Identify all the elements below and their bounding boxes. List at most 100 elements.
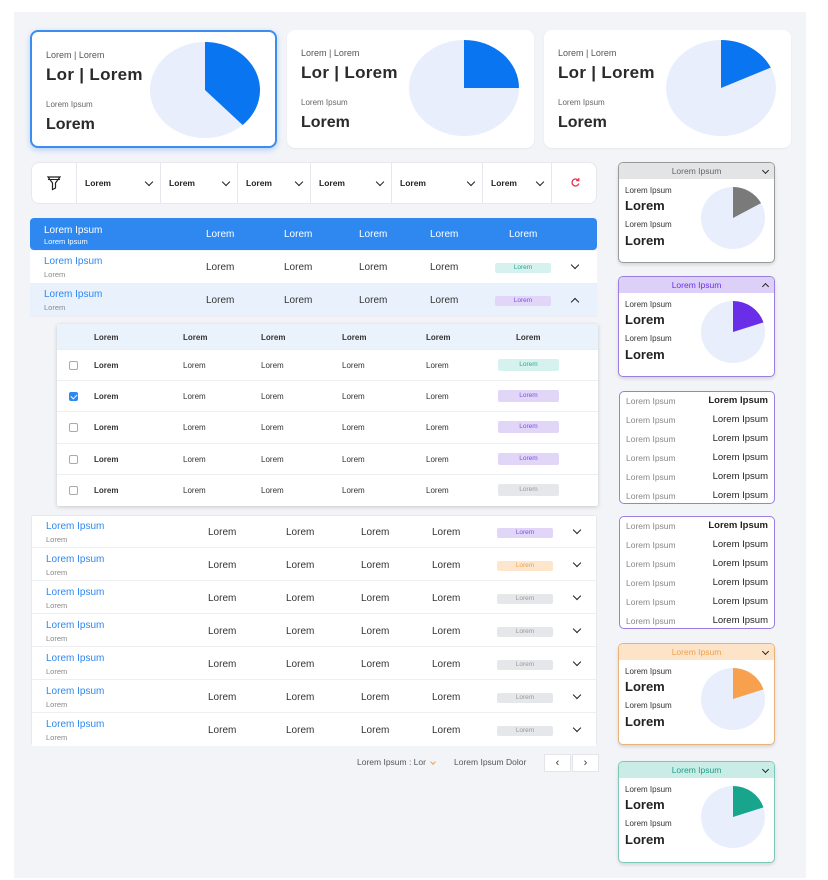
- filter-dropdown-label: Lorem: [491, 178, 517, 188]
- status-badge: Lorem: [497, 528, 553, 538]
- chevron-down-icon: [466, 177, 476, 186]
- nested-column-header[interactable]: Lorem: [183, 333, 208, 342]
- filter-dropdown[interactable]: Lorem: [391, 163, 482, 203]
- chevron-down-icon[interactable]: [572, 624, 582, 634]
- nested-cell: Lorem: [94, 455, 119, 464]
- filter-dropdown[interactable]: Lorem: [160, 163, 237, 203]
- nested-row[interactable]: Lorem Lorem Lorem Lorem Lorem Lorem: [57, 411, 598, 442]
- table-row[interactable]: Lorem Ipsum Lorem Lorem Lorem Lorem Lorem Lore…: [32, 648, 596, 680]
- chevron-down-icon[interactable]: [761, 166, 770, 175]
- row-subtitle: Lorem: [46, 601, 68, 610]
- row-checkbox[interactable]: [69, 361, 78, 370]
- filter-dropdown[interactable]: Lorem: [482, 163, 551, 203]
- table-row[interactable]: Lorem Ipsum Lorem Lorem Lorem Lorem Lorem Lore…: [30, 251, 597, 284]
- row-title[interactable]: Lorem Ipsum: [46, 521, 105, 532]
- filter-dropdown[interactable]: Lorem: [237, 163, 310, 203]
- card-header[interactable]: Lorem Ipsum: [619, 762, 774, 778]
- row-cell: Lorem: [432, 527, 461, 538]
- list-value: Lorem Ipsum: [712, 471, 768, 482]
- row-title[interactable]: Lorem Ipsum: [44, 289, 103, 300]
- nested-column-header[interactable]: Lorem: [516, 333, 541, 342]
- list-value: Lorem Ipsum: [712, 414, 768, 425]
- column-header[interactable]: Lorem: [509, 229, 538, 240]
- row-title[interactable]: Lorem Ipsum: [46, 653, 105, 664]
- card-label: Lorem Ipsum: [625, 186, 672, 195]
- nested-cell: Lorem: [342, 455, 365, 464]
- prev-page-button[interactable]: ‹: [544, 754, 571, 772]
- column-header[interactable]: Lorem: [206, 229, 235, 240]
- nested-column-header[interactable]: Lorem: [342, 333, 367, 342]
- kpi-card[interactable]: Lorem | Lorem Lor | Lorem Lorem Ipsum Lorem: [544, 30, 791, 148]
- row-checkbox[interactable]: [69, 392, 78, 401]
- nested-table: Lorem Lorem Lorem Lorem Lorem Lorem Lorem Lorem…: [57, 324, 598, 506]
- column-header[interactable]: Lorem: [284, 229, 313, 240]
- row-title[interactable]: Lorem Ipsum: [44, 256, 103, 267]
- kpi-card[interactable]: Lorem | Lorem Lor | Lorem Lorem Ipsum Lorem: [287, 30, 534, 148]
- row-title[interactable]: Lorem Ipsum: [46, 719, 105, 730]
- row-cell: Lorem: [432, 560, 461, 571]
- next-page-button[interactable]: ›: [572, 754, 599, 772]
- kpi-card[interactable]: Lorem | Lorem Lor | Lorem Lorem Ipsum Lorem: [30, 30, 277, 148]
- filter-dropdown[interactable]: Lorem: [310, 163, 391, 203]
- nested-row[interactable]: Lorem Lorem Lorem Lorem Lorem Lorem: [57, 474, 598, 505]
- chevron-down-icon[interactable]: [761, 647, 770, 656]
- row-checkbox[interactable]: [69, 423, 78, 432]
- table-row[interactable]: Lorem Ipsum Lorem Lorem Lorem Lorem Lorem Lore…: [30, 284, 597, 317]
- kpi-pie-slice: [721, 40, 771, 88]
- side-summary-card[interactable]: Lorem Ipsum Lorem Ipsum Lorem Lorem Ipsum Lo…: [618, 276, 775, 377]
- card-value: Lorem: [625, 797, 665, 812]
- card-header[interactable]: Lorem Ipsum: [619, 163, 774, 179]
- status-badge: Lorem: [497, 561, 553, 571]
- row-cell: Lorem: [286, 593, 315, 604]
- row-cell: Lorem: [432, 725, 461, 736]
- filter-dropdown-label: Lorem: [246, 178, 272, 188]
- chevron-down-icon[interactable]: [572, 657, 582, 667]
- row-cell: Lorem: [430, 295, 459, 306]
- side-summary-card[interactable]: Lorem Ipsum Lorem Ipsum Lorem Lorem Ipsum Lo…: [618, 162, 775, 263]
- nested-column-header[interactable]: Lorem: [94, 333, 119, 342]
- nested-cell: Lorem: [183, 392, 206, 401]
- row-title[interactable]: Lorem Ipsum: [46, 587, 105, 598]
- nested-cell: Lorem: [426, 361, 449, 370]
- table-row[interactable]: Lorem Ipsum Lorem Lorem Lorem Lorem Lorem Lore…: [32, 582, 596, 614]
- table-row[interactable]: Lorem Ipsum Lorem Lorem Lorem Lorem Lorem Lore…: [32, 615, 596, 647]
- table-header: Lorem Ipsum Lorem Ipsum Lorem Lorem Lorem Lor…: [30, 218, 597, 250]
- chevron-down-icon[interactable]: [572, 723, 582, 733]
- chevron-up-icon[interactable]: [761, 282, 770, 291]
- chevron-down-icon[interactable]: [761, 765, 770, 774]
- row-cell: Lorem: [361, 560, 390, 571]
- table-row[interactable]: Lorem Ipsum Lorem Lorem Lorem Lorem Lorem Lore…: [32, 516, 596, 548]
- column-header[interactable]: Lorem: [430, 229, 459, 240]
- rows-per-page-select[interactable]: Lorem Ipsum : Lor: [357, 757, 426, 767]
- nested-row[interactable]: Lorem Lorem Lorem Lorem Lorem Lorem: [57, 443, 598, 474]
- table-row[interactable]: Lorem Ipsum Lorem Lorem Lorem Lorem Lorem Lore…: [32, 714, 596, 746]
- row-cell: Lorem: [359, 262, 388, 273]
- chevron-down-icon[interactable]: [570, 260, 580, 270]
- row-title[interactable]: Lorem Ipsum: [46, 620, 105, 631]
- side-summary-card[interactable]: Lorem Ipsum Lorem Ipsum Lorem Lorem Ipsum Lo…: [618, 643, 775, 745]
- row-checkbox[interactable]: [69, 455, 78, 464]
- reset-filters-button[interactable]: [551, 163, 598, 203]
- table-row[interactable]: Lorem Ipsum Lorem Lorem Lorem Lorem Lorem Lore…: [32, 681, 596, 713]
- chevron-down-icon[interactable]: [572, 591, 582, 601]
- chevron-down-icon[interactable]: [572, 558, 582, 568]
- chevron-up-icon[interactable]: [570, 297, 580, 307]
- table-row[interactable]: Lorem Ipsum Lorem Lorem Lorem Lorem Lorem Lore…: [32, 549, 596, 581]
- nested-column-header[interactable]: Lorem: [426, 333, 451, 342]
- nested-row[interactable]: Lorem Lorem Lorem Lorem Lorem Lorem: [57, 380, 598, 411]
- chevron-down-icon[interactable]: [572, 525, 582, 535]
- card-label: Lorem Ipsum: [625, 667, 672, 676]
- card-header[interactable]: Lorem Ipsum: [619, 277, 774, 293]
- row-title[interactable]: Lorem Ipsum: [46, 686, 105, 697]
- nested-row[interactable]: Lorem Lorem Lorem Lorem Lorem Lorem: [57, 349, 598, 380]
- card-header[interactable]: Lorem Ipsum: [619, 644, 774, 660]
- nested-column-header[interactable]: Lorem: [261, 333, 286, 342]
- side-summary-card[interactable]: Lorem Ipsum Lorem Ipsum Lorem Lorem Ipsum Lo…: [618, 761, 775, 863]
- row-checkbox[interactable]: [69, 486, 78, 495]
- column-header[interactable]: Lorem: [359, 229, 388, 240]
- chevron-down-icon[interactable]: [572, 690, 582, 700]
- filter-dropdown[interactable]: Lorem: [76, 163, 160, 203]
- row-title[interactable]: Lorem Ipsum: [46, 554, 105, 565]
- status-badge: Lorem: [498, 359, 559, 371]
- funnel-icon[interactable]: [46, 175, 62, 191]
